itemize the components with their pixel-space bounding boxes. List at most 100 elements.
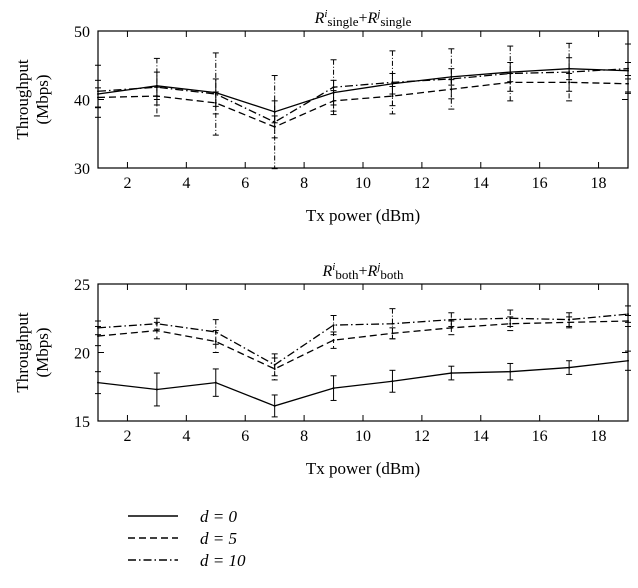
data-point xyxy=(450,77,453,80)
legend: d = 0 d = 5 d = 10 xyxy=(128,507,246,570)
error-bar xyxy=(271,75,278,170)
x-tick-label: 12 xyxy=(414,175,430,192)
data-point xyxy=(627,359,629,362)
legend-item-d10: d = 10 xyxy=(128,551,246,570)
data-point xyxy=(509,317,512,320)
y-tick-label: 25 xyxy=(74,277,90,294)
error-bar xyxy=(507,309,514,327)
data-point xyxy=(450,318,453,321)
chart-title: Risingle+Rjsingle xyxy=(314,8,412,29)
data-point xyxy=(155,322,158,325)
legend-label: d = 5 xyxy=(200,529,237,548)
y-tick-label: 40 xyxy=(74,93,90,110)
series-line-d10 xyxy=(97,313,629,366)
x-tick-label: 14 xyxy=(473,428,489,445)
data-point xyxy=(568,81,571,84)
series-line-d5 xyxy=(97,320,629,370)
error-bar xyxy=(330,315,337,336)
series-line-d5 xyxy=(97,81,629,128)
x-tick-label: 18 xyxy=(591,428,607,445)
series-line-d10 xyxy=(97,68,629,123)
data-point xyxy=(273,363,276,366)
data-point xyxy=(509,71,512,74)
legend-item-d5: d = 5 xyxy=(128,529,237,548)
x-tick-label: 2 xyxy=(123,175,131,192)
error-bar xyxy=(389,308,396,340)
data-point xyxy=(332,387,335,390)
data-point xyxy=(627,67,629,70)
x-tick-label: 16 xyxy=(532,428,548,445)
data-point xyxy=(97,335,99,338)
data-point xyxy=(97,93,99,96)
data-point xyxy=(332,324,335,327)
x-tick-label: 8 xyxy=(300,428,308,445)
data-point xyxy=(568,71,571,74)
data-point xyxy=(450,326,453,329)
error-bar xyxy=(95,320,101,336)
y-tick-label: 20 xyxy=(74,346,90,363)
x-tick-label: 2 xyxy=(123,428,131,445)
data-point xyxy=(568,366,571,369)
data-point xyxy=(97,90,99,93)
error-bar xyxy=(448,312,455,327)
y-axis-label: Throughput xyxy=(13,312,32,393)
chart-title: Riboth+Rjboth xyxy=(322,261,404,282)
error-bar xyxy=(566,312,573,327)
error-bar xyxy=(566,42,573,102)
series-d5 xyxy=(95,72,631,139)
data-point xyxy=(97,326,99,329)
data-point xyxy=(509,370,512,373)
data-point xyxy=(273,404,276,407)
data-point xyxy=(155,329,158,332)
y-axis-label: Throughput xyxy=(13,59,32,140)
error-bar xyxy=(153,57,160,117)
y-axis-label: (Mbps) xyxy=(33,327,52,377)
chart-panel-2: 2 4 6 8 10 12 14 16 18 15 20 25 Riboth+Rjboth Tx powe… xyxy=(13,261,631,478)
data-point xyxy=(391,81,394,84)
x-tick-label: 4 xyxy=(182,175,190,192)
data-point xyxy=(450,372,453,375)
data-point xyxy=(627,313,629,316)
data-point xyxy=(509,81,512,84)
series-d10 xyxy=(95,42,631,170)
plot-frame xyxy=(97,30,629,169)
chart-panel-1: 2 4 6 8 10 12 14 16 18 30 40 50 Risingle+Rjsingle Tx … xyxy=(13,8,631,225)
series-line-d0 xyxy=(97,68,629,113)
data-point xyxy=(214,381,217,384)
x-axis-label: Tx power (dBm) xyxy=(306,459,420,478)
x-tick-label: 4 xyxy=(182,428,190,445)
error-bar xyxy=(95,64,101,118)
error-bar xyxy=(625,305,631,323)
data-point xyxy=(155,86,158,89)
data-point xyxy=(155,388,158,391)
series-d0 xyxy=(95,350,631,418)
series-d10 xyxy=(95,305,631,377)
y-tick-label: 30 xyxy=(74,161,90,178)
data-point xyxy=(273,121,276,124)
x-tick-label: 8 xyxy=(300,175,308,192)
data-point xyxy=(332,339,335,342)
data-point xyxy=(391,380,394,383)
x-axis-label: Tx power (dBm) xyxy=(306,206,420,225)
data-point xyxy=(391,322,394,325)
x-tick-label: 18 xyxy=(591,175,607,192)
x-tick-label: 10 xyxy=(355,175,371,192)
data-point xyxy=(568,318,571,321)
error-bar xyxy=(153,317,160,330)
plot-frame xyxy=(97,283,629,422)
data-point xyxy=(97,381,99,384)
legend-label: d = 0 xyxy=(200,507,237,526)
data-point xyxy=(332,86,335,89)
x-tick-label: 6 xyxy=(241,175,249,192)
y-tick-label: 15 xyxy=(74,414,90,431)
legend-item-d0: d = 0 xyxy=(128,507,237,526)
x-tick-label: 16 xyxy=(532,175,548,192)
y-axis-label: (Mbps) xyxy=(33,74,52,124)
x-tick-label: 12 xyxy=(414,428,430,445)
series-line-d0 xyxy=(97,360,629,407)
data-point xyxy=(214,93,217,96)
data-point xyxy=(509,72,512,75)
legend-label: d = 10 xyxy=(200,551,246,570)
